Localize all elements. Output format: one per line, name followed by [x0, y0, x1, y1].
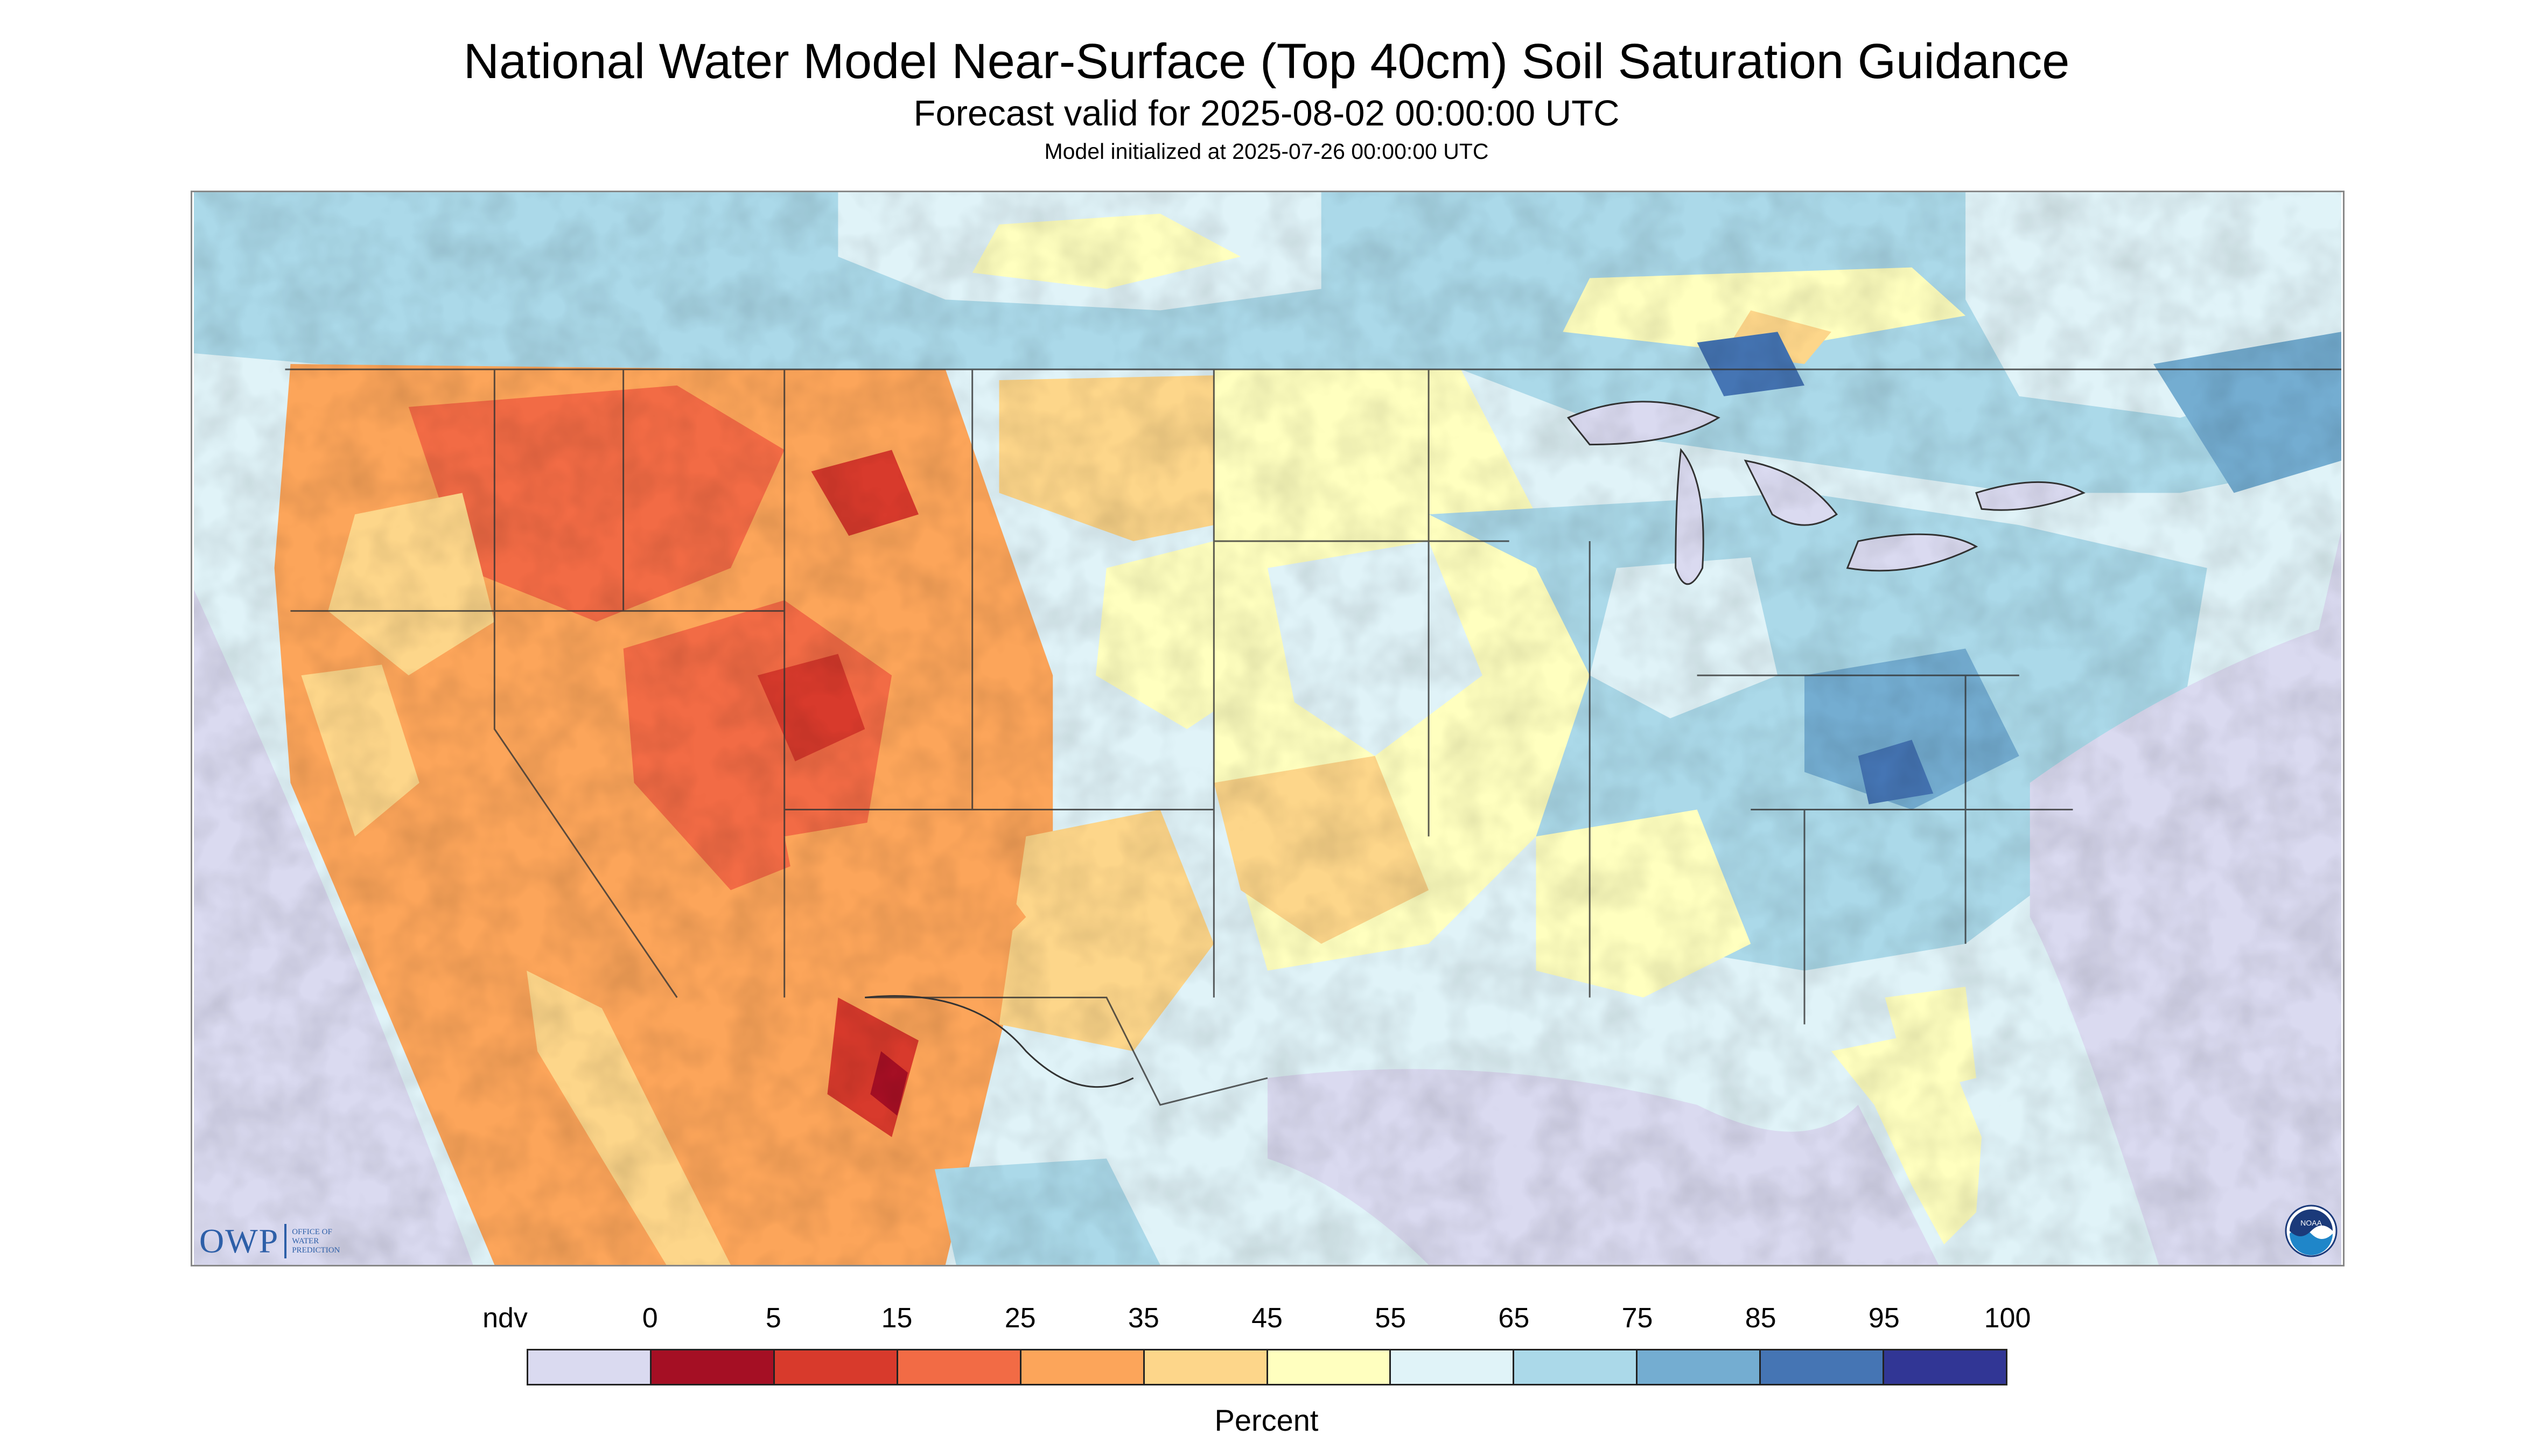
legend-tick-label: 0	[642, 1303, 658, 1334]
legend-tick-label: 95	[1868, 1303, 1900, 1334]
color-legend	[527, 1349, 2007, 1385]
legend-tick-label: 55	[1375, 1303, 1407, 1334]
owp-logo-line: OFFICE OF	[292, 1227, 332, 1236]
soil-saturation-map	[191, 191, 2345, 1266]
legend-tick-label: 100	[1984, 1303, 2031, 1334]
legend-swatch	[1268, 1350, 1391, 1384]
legend-tick-label: 15	[881, 1303, 913, 1334]
model-init-text: Model initialized at 2025-07-26 00:00:00…	[1044, 139, 1489, 164]
legend-tick-label: 35	[1128, 1303, 1159, 1334]
us-mexico-border	[865, 995, 1134, 1088]
owp-logo-text: OWP	[199, 1222, 279, 1260]
legend-tick-label: 25	[1004, 1303, 1036, 1334]
forecast-valid-subtitle: Forecast valid for 2025-08-02 00:00:00 U…	[913, 93, 1620, 134]
owp-logo[interactable]: OWP OFFICE OF WATER PREDICTION	[199, 1221, 340, 1261]
legend-tick-label: 85	[1745, 1303, 1776, 1334]
legend-swatch	[1761, 1350, 1885, 1384]
legend-tick-label: 45	[1251, 1303, 1283, 1334]
state-boundaries	[285, 368, 2341, 1106]
legend-swatch	[1638, 1350, 1761, 1384]
legend-swatch	[774, 1350, 898, 1384]
legend-swatch	[898, 1350, 1021, 1384]
owp-logo-line: WATER	[292, 1236, 319, 1245]
noaa-logo-text: NOAA	[2300, 1219, 2322, 1227]
legend-swatch	[528, 1350, 652, 1384]
legend-tick-label: ndv	[482, 1303, 528, 1334]
legend-tick-label: 5	[765, 1303, 781, 1334]
legend-unit-label: Percent	[1214, 1403, 1319, 1437]
owp-logo-line: PREDICTION	[292, 1245, 340, 1255]
legend-swatch	[1514, 1350, 1638, 1384]
legend-swatch	[651, 1350, 775, 1384]
map-title: National Water Model Near-Surface (Top 4…	[463, 34, 2070, 89]
legend-swatch	[1021, 1350, 1145, 1384]
legend-swatch	[1144, 1350, 1268, 1384]
legend-tick-label: 75	[1621, 1303, 1653, 1334]
legend-swatch	[1391, 1350, 1515, 1384]
legend-swatch	[1884, 1350, 2006, 1384]
legend-tick-label: 65	[1498, 1303, 1530, 1334]
noaa-logo[interactable]: NOAA	[2284, 1204, 2338, 1261]
